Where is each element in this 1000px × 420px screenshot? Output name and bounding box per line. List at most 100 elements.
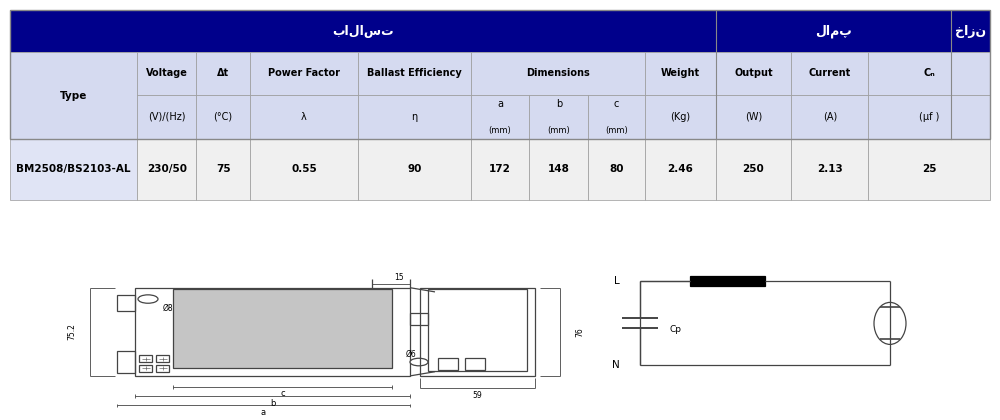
Text: Output: Output	[734, 68, 773, 79]
Bar	[716, 94, 791, 139]
Text: (A): (A)	[823, 112, 837, 122]
Bar	[135, 288, 410, 376]
Text: Cp: Cp	[670, 325, 682, 334]
Bar	[471, 139, 529, 200]
Bar	[139, 365, 152, 372]
Text: (μf ): (μf )	[919, 112, 939, 122]
Bar	[645, 52, 716, 94]
Bar	[791, 139, 868, 200]
Bar	[358, 139, 471, 200]
Text: 148: 148	[548, 164, 570, 174]
Text: (mm): (mm)	[489, 126, 511, 134]
Text: Current: Current	[809, 68, 851, 79]
Bar	[117, 295, 135, 311]
Text: (mm): (mm)	[605, 126, 628, 134]
Bar	[137, 94, 196, 139]
Text: Dimensions: Dimensions	[526, 68, 590, 79]
Bar	[358, 52, 471, 94]
Text: L: L	[614, 276, 620, 286]
Text: خازن: خازن	[955, 25, 986, 38]
Bar	[716, 52, 791, 94]
Bar	[791, 52, 868, 94]
Text: Voltage: Voltage	[146, 68, 188, 79]
Text: 0.55: 0.55	[291, 164, 317, 174]
Text: 75: 75	[216, 164, 230, 174]
Bar	[438, 358, 458, 370]
Bar	[868, 52, 990, 94]
Text: لامپ: لامپ	[815, 24, 852, 38]
Text: 2.13: 2.13	[817, 164, 843, 174]
Text: BM2508/BS2103-AL: BM2508/BS2103-AL	[16, 164, 131, 174]
Bar	[10, 10, 990, 139]
Bar	[410, 313, 428, 325]
Bar	[10, 52, 137, 139]
Text: b: b	[270, 399, 275, 408]
Bar	[716, 10, 951, 52]
Ellipse shape	[874, 302, 906, 344]
Text: 2.46: 2.46	[667, 164, 693, 174]
Bar	[139, 355, 152, 362]
Bar	[471, 94, 529, 139]
Text: Δt: Δt	[217, 68, 229, 79]
Text: 230/50: 230/50	[147, 164, 187, 174]
Bar	[250, 94, 358, 139]
Circle shape	[138, 295, 158, 303]
Bar	[137, 139, 196, 200]
Bar	[156, 355, 169, 362]
Circle shape	[410, 358, 428, 366]
Text: 80: 80	[609, 164, 624, 174]
Bar	[588, 94, 645, 139]
Text: η: η	[411, 112, 417, 122]
Bar	[156, 365, 169, 372]
Bar	[588, 139, 645, 200]
Bar	[196, 94, 250, 139]
Bar	[529, 94, 588, 139]
Text: a: a	[261, 408, 266, 417]
Bar	[868, 94, 990, 139]
Bar	[645, 94, 716, 139]
Bar	[951, 10, 990, 52]
Text: (W): (W)	[745, 112, 762, 122]
Bar	[716, 139, 791, 200]
Text: a: a	[497, 99, 503, 109]
Bar	[358, 94, 471, 139]
Text: c: c	[614, 99, 619, 109]
Text: Ballast Efficiency: Ballast Efficiency	[367, 68, 462, 79]
Text: 90: 90	[407, 164, 421, 174]
Text: (°C): (°C)	[214, 112, 233, 122]
Text: λ: λ	[301, 112, 307, 122]
Bar	[173, 289, 392, 368]
Bar	[471, 52, 645, 94]
Bar	[250, 52, 358, 94]
Text: N: N	[612, 360, 620, 370]
Text: c: c	[280, 389, 285, 398]
Text: 75.2: 75.2	[68, 323, 77, 340]
Text: Type: Type	[60, 91, 87, 100]
Bar	[791, 94, 868, 139]
Text: Ø6: Ø6	[406, 349, 417, 359]
Text: 250: 250	[742, 164, 764, 174]
Bar	[10, 139, 137, 200]
Bar	[645, 139, 716, 200]
Text: b: b	[556, 99, 562, 109]
Text: 76: 76	[576, 327, 584, 337]
Text: (mm): (mm)	[547, 126, 570, 134]
Text: 15: 15	[394, 273, 404, 282]
Bar	[137, 52, 196, 94]
Bar	[868, 139, 990, 200]
Text: بالاست: بالاست	[332, 25, 394, 38]
Bar	[196, 139, 250, 200]
Bar	[465, 358, 485, 370]
Text: (Kg): (Kg)	[670, 112, 690, 122]
Text: (V)/(Hz): (V)/(Hz)	[148, 112, 186, 122]
Bar	[420, 288, 535, 376]
Text: 59: 59	[473, 391, 482, 400]
Bar	[690, 276, 765, 286]
Text: Cₙ: Cₙ	[923, 68, 935, 79]
Bar	[428, 289, 527, 371]
Text: 172: 172	[489, 164, 511, 174]
Bar	[250, 139, 358, 200]
Text: Ø8: Ø8	[163, 303, 174, 312]
Text: Weight: Weight	[661, 68, 700, 79]
Text: Power Factor: Power Factor	[268, 68, 340, 79]
